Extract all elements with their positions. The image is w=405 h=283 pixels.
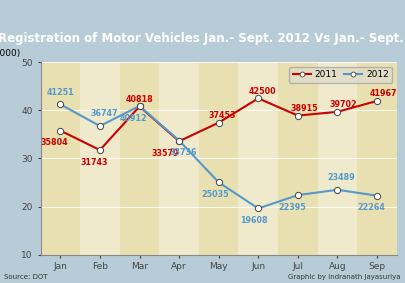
2011 — [375, 99, 379, 103]
Bar — [278, 62, 318, 255]
Text: 36747: 36747 — [90, 110, 117, 119]
Line: 2011: 2011 — [57, 95, 380, 153]
Text: 38915: 38915 — [290, 104, 318, 113]
2012 — [335, 188, 340, 192]
2011 — [256, 97, 261, 100]
Text: 37453: 37453 — [209, 111, 237, 120]
2011 — [98, 148, 102, 152]
Text: Source: DOT: Source: DOT — [4, 274, 47, 280]
2012 — [216, 181, 221, 184]
Text: 35804: 35804 — [40, 138, 68, 147]
2011 — [335, 110, 340, 113]
2012 — [58, 103, 63, 106]
2011 — [58, 129, 63, 132]
2012 — [296, 193, 301, 197]
Text: New Registration of Motor Vehicles Jan.- Sept. 2012 Vs Jan.- Sept. 2011: New Registration of Motor Vehicles Jan.-… — [0, 32, 405, 45]
Bar — [318, 62, 357, 255]
Text: 22395: 22395 — [278, 203, 306, 212]
Bar — [80, 62, 120, 255]
Bar — [199, 62, 239, 255]
Bar — [239, 62, 278, 255]
2012 — [375, 194, 379, 198]
Text: 33579: 33579 — [151, 149, 179, 158]
Text: 23489: 23489 — [328, 173, 355, 182]
2011 — [137, 105, 142, 108]
Bar — [40, 62, 80, 255]
Text: Graphic by Indranath Jayasuriya: Graphic by Indranath Jayasuriya — [288, 274, 401, 280]
2012 — [177, 139, 181, 142]
Line: 2012: 2012 — [57, 101, 380, 212]
2012 — [137, 104, 142, 108]
Text: 39702: 39702 — [330, 100, 357, 109]
2011 — [216, 121, 221, 124]
2012 — [256, 207, 261, 210]
Text: 25035: 25035 — [201, 190, 228, 199]
Text: 33736: 33736 — [169, 148, 197, 157]
Text: 42500: 42500 — [248, 87, 276, 96]
Text: 41251: 41251 — [47, 88, 74, 97]
Legend: 2011, 2012: 2011, 2012 — [289, 67, 392, 83]
Y-axis label: (000): (000) — [0, 50, 21, 58]
Text: 41967: 41967 — [369, 89, 397, 98]
2011 — [296, 114, 301, 117]
Bar — [357, 62, 397, 255]
Bar — [120, 62, 159, 255]
2012 — [98, 124, 102, 128]
Text: 19608: 19608 — [241, 216, 268, 225]
Text: 31743: 31743 — [80, 158, 108, 167]
2011 — [177, 140, 181, 143]
Bar — [159, 62, 199, 255]
Text: 22264: 22264 — [357, 203, 385, 212]
Text: 40818: 40818 — [126, 95, 153, 104]
Text: 40912: 40912 — [120, 113, 147, 123]
